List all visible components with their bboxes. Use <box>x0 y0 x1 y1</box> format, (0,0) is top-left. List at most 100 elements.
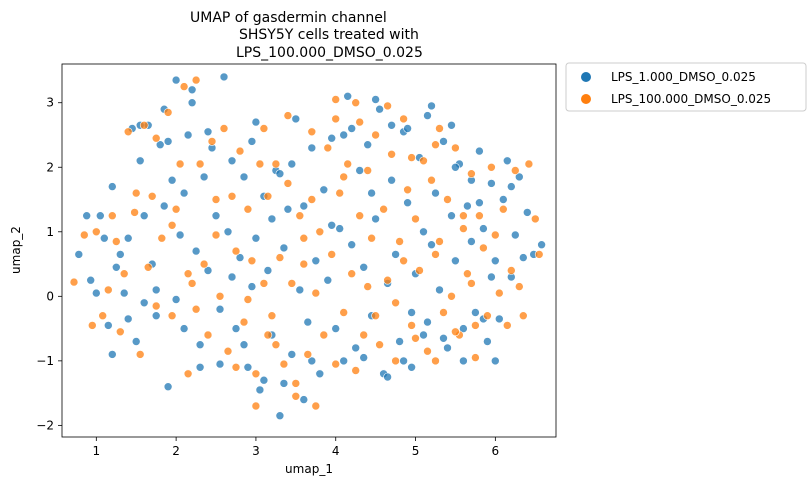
scatter-point-series-1-91 <box>443 343 452 353</box>
scatter-point-series-2-129 <box>307 195 317 204</box>
scatter-point-series-2-27 <box>207 137 217 146</box>
scatter-point-series-1-1 <box>82 211 91 220</box>
scatter-point-series-2-117 <box>291 379 301 388</box>
scatter-point-series-2-36 <box>243 204 253 214</box>
scatter-point-series-2-132 <box>383 101 392 111</box>
scatter-point-series-2-63 <box>351 98 361 107</box>
scatter-point-series-2-107 <box>530 214 540 224</box>
scatter-point-series-2-83 <box>431 250 440 259</box>
scatter-point-series-1-59 <box>315 369 325 379</box>
scatter-point-series-1-43 <box>251 233 261 243</box>
x-tick-label-1: 2 <box>172 444 180 458</box>
points-layer <box>69 72 546 421</box>
scatter-point-series-1-89 <box>435 285 444 295</box>
scatter-point-series-1-122 <box>287 159 297 169</box>
y-tick-label-5: 3 <box>46 96 54 110</box>
scatter-point-series-2-73 <box>391 356 400 366</box>
scatter-point-series-1-14 <box>135 156 145 166</box>
scatter-point-series-2-41 <box>263 192 273 201</box>
scatter-point-series-2-8 <box>119 269 129 279</box>
scatter-point-series-2-21 <box>183 369 193 379</box>
scatter-point-series-1-132 <box>487 272 496 282</box>
scatter-point-series-2-64 <box>355 211 365 220</box>
scatter-point-series-2-93 <box>471 353 480 362</box>
scatter-point-series-1-102 <box>487 179 496 188</box>
scatter-point-series-1-40 <box>239 172 249 182</box>
scatter-point-series-1-147 <box>419 330 428 340</box>
scatter-point-series-1-128 <box>407 308 416 317</box>
scatter-point-series-2-56 <box>323 143 333 153</box>
scatter-point-series-2-67 <box>367 233 376 243</box>
scatter-point-series-1-159 <box>423 111 432 120</box>
scatter-point-series-2-95 <box>479 243 488 253</box>
scatter-point-series-2-50 <box>299 259 309 269</box>
scatter-point-series-2-121 <box>371 311 380 321</box>
x-tick-label-5: 6 <box>492 444 500 458</box>
scatter-point-series-2-37 <box>247 256 257 266</box>
legend-label-series-2: LPS_100.000_DMSO_0.025 <box>611 92 771 106</box>
y-tick-label-0: −2 <box>36 418 54 432</box>
scatter-point-series-1-26 <box>183 130 193 140</box>
scatter-point-series-1-120 <box>247 137 257 146</box>
scatter-point-series-2-30 <box>219 124 229 133</box>
scatter-point-series-2-71 <box>383 275 392 285</box>
scatter-point-series-1-157 <box>371 95 380 104</box>
scatter-point-series-1-98 <box>471 308 480 317</box>
scatter-point-series-2-119 <box>331 359 341 369</box>
chart-title-line-3: LPS_100.000_DMSO_0.025 <box>236 45 423 61</box>
scatter-point-series-2-134 <box>431 140 440 149</box>
scatter-point-series-2-1 <box>80 230 89 240</box>
scatter-point-series-2-139 <box>243 295 253 304</box>
scatter-point-series-1-129 <box>427 240 436 249</box>
scatter-point-series-2-57 <box>327 250 337 259</box>
scatter-point-series-1-114 <box>108 182 117 191</box>
scatter-point-series-2-131 <box>355 117 365 127</box>
scatter-point-series-1-97 <box>467 237 476 246</box>
legend: LPS_1.000_DMSO_0.025 LPS_100.000_DMSO_0.… <box>565 62 807 112</box>
scatter-point-series-1-154 <box>187 98 197 107</box>
scatter-point-series-1-61 <box>323 275 333 285</box>
ticks-layer: 1 2 3 4 5 6 −2 −1 0 1 2 3 <box>36 96 499 458</box>
scatter-point-series-1-85 <box>419 227 428 237</box>
scatter-point-series-2-135 <box>459 211 468 220</box>
legend-swatch-series-2 <box>581 94 591 104</box>
scatter-point-series-1-141 <box>279 379 289 388</box>
scatter-point-series-2-54 <box>315 227 325 237</box>
legend-box <box>565 62 807 112</box>
scatter-point-series-2-68 <box>371 130 380 140</box>
scatter-point-series-1-70 <box>359 262 369 272</box>
scatter-point-series-1-137 <box>195 340 205 350</box>
scatter-point-series-2-94 <box>475 211 484 220</box>
scatter-point-series-2-23 <box>191 75 201 85</box>
scatter-point-series-1-143 <box>339 356 349 366</box>
chart-title-line-2: SHSY5Y cells treated with <box>239 27 419 43</box>
scatter-point-series-2-79 <box>415 266 424 275</box>
scatter-point-series-1-119 <box>227 272 237 282</box>
scatter-point-series-1-133 <box>506 182 516 191</box>
scatter-point-series-1-110 <box>518 253 528 262</box>
x-tick-label-0: 1 <box>92 444 100 458</box>
scatter-point-series-1-146 <box>399 356 408 366</box>
scatter-point-series-2-145 <box>435 237 444 246</box>
scatter-point-series-1-71 <box>363 140 373 149</box>
scatter-point-series-1-35 <box>219 72 229 82</box>
scatter-point-series-2-42 <box>267 311 277 321</box>
scatter-point-series-2-123 <box>411 333 420 343</box>
scatter-point-series-1-101 <box>483 337 492 346</box>
y-tick-label-1: −1 <box>36 354 54 368</box>
scatter-point-series-1-8 <box>112 262 121 272</box>
scatter-point-series-2-6 <box>108 211 117 220</box>
scatter-point-series-1-63 <box>331 324 341 333</box>
scatter-point-series-2-39 <box>255 159 265 169</box>
scatter-point-series-2-87 <box>447 291 456 301</box>
scatter-point-series-2-7 <box>116 327 125 337</box>
scatter-point-series-1-44 <box>255 385 265 395</box>
scatter-point-series-1-145 <box>383 372 392 382</box>
chart-title-line-1: UMAP of gasdermin channel <box>190 10 387 26</box>
scatter-point-series-2-49 <box>295 211 305 220</box>
scatter-point-series-1-140 <box>259 375 269 385</box>
scatter-point-series-2-127 <box>259 124 269 133</box>
scatter-point-series-1-4 <box>96 211 105 220</box>
scatter-point-series-1-51 <box>283 204 293 214</box>
scatter-point-series-1-66 <box>343 92 353 101</box>
